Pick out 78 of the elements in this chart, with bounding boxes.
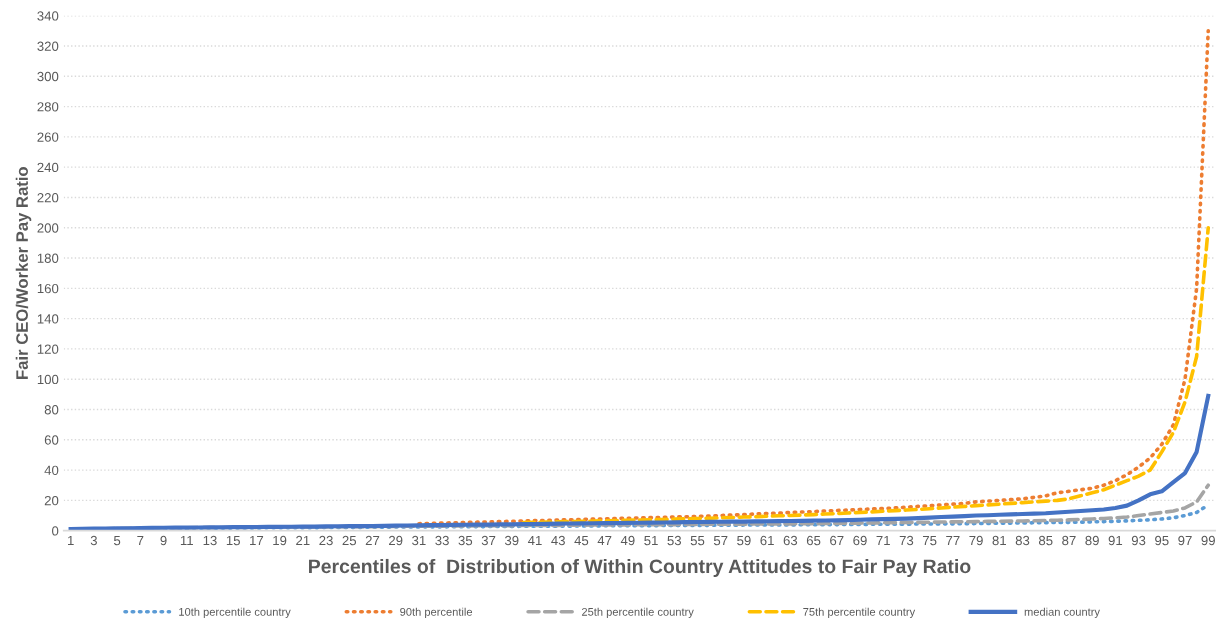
x-tick-label: 3: [90, 535, 97, 546]
x-tick-label: 29: [389, 535, 403, 546]
line-series: [521, 225, 1211, 525]
x-tick-label: 17: [250, 536, 264, 546]
x-tick-label: 71: [876, 536, 890, 546]
x-tick-label: 99: [1201, 535, 1215, 546]
x-tick-label: 21: [296, 535, 310, 546]
x-tick-label: 33: [435, 535, 449, 546]
x-tick-label: 27: [365, 535, 380, 546]
y-tick-label: 40: [44, 465, 59, 475]
x-tick-label: 43: [551, 535, 565, 546]
x-tick-label: 93: [1131, 535, 1146, 546]
y-tick-label: 80: [44, 405, 59, 415]
x-tick-label: 7: [137, 536, 144, 546]
x-tick-label: 35: [458, 535, 473, 546]
x-axis-title: Percentiles of Distribution of Within Country Attitudes to Fair Pay Ratio: [309, 558, 971, 578]
x-tick-label: 1: [68, 536, 74, 546]
x-tick-label: 69: [853, 535, 867, 546]
x-tick-label: 37: [481, 535, 496, 546]
y-tick-label: 240: [37, 162, 59, 173]
x-tick-label: 97: [1178, 535, 1192, 546]
y-tick-label: 200: [37, 223, 59, 233]
x-tick-label: 45: [574, 536, 589, 546]
legend-label: 10th percentile country: [179, 607, 291, 618]
x-tick-label: 15: [226, 536, 240, 546]
legend-label: median country: [1024, 607, 1100, 618]
x-tick-label: 51: [644, 536, 658, 546]
x-tick-label: 79: [969, 535, 983, 546]
y-tick-label: 300: [37, 71, 59, 82]
x-tick-label: 19: [273, 535, 287, 546]
y-tick-label: 140: [37, 314, 59, 324]
x-tick-label: 9: [160, 535, 167, 546]
x-tick-label: 25: [342, 535, 357, 546]
x-tick-label: 81: [992, 535, 1006, 546]
line-series: [417, 29, 1211, 526]
line-series: [68, 393, 1211, 531]
legend-label: 90th percentile: [400, 607, 473, 618]
x-tick-label: 75: [922, 536, 937, 546]
x-tick-label: 47: [597, 536, 612, 546]
y-tick-label: 320: [37, 41, 59, 51]
x-tick-label: 87: [1062, 535, 1076, 546]
x-tick-label: 11: [180, 536, 193, 546]
y-tick-label: 260: [37, 132, 59, 142]
x-tick-label: 49: [620, 535, 635, 546]
y-tick-label: 340: [37, 11, 59, 21]
x-tick-label: 31: [412, 535, 426, 546]
x-tick-label: 77: [946, 536, 960, 546]
x-tick-label: 61: [760, 535, 774, 546]
x-tick-label: 65: [806, 535, 821, 546]
x-tick-label: 91: [1108, 535, 1123, 546]
y-tick-label: 20: [44, 495, 59, 506]
x-tick-label: 63: [783, 535, 798, 546]
x-tick-label: 85: [1038, 535, 1053, 546]
legend-label: 75th percentile country: [803, 607, 916, 618]
x-tick-label: 53: [667, 535, 682, 546]
x-tick-label: 59: [737, 535, 751, 546]
x-tick-label: 95: [1155, 535, 1169, 546]
y-tick-label: 0: [52, 526, 59, 536]
y-axis-title: Fair CEO/Worker Pay Ratio: [15, 167, 32, 379]
x-tick-label: 57: [713, 536, 728, 546]
y-tick-label: 60: [44, 435, 59, 445]
x-tick-label: 83: [1015, 535, 1030, 546]
x-tick-label: 89: [1085, 535, 1099, 546]
y-tick-label: 160: [37, 283, 59, 294]
y-tick-label: 120: [37, 344, 59, 354]
x-tick-label: 13: [203, 535, 217, 546]
x-tick-label: 73: [899, 535, 914, 546]
y-tick-label: 100: [37, 374, 59, 385]
x-tick-label: 5: [113, 536, 121, 546]
x-tick-label: 67: [830, 535, 844, 546]
y-tick-label: 220: [37, 193, 59, 203]
y-tick-label: 180: [37, 253, 59, 263]
x-tick-label: 23: [319, 535, 333, 546]
x-tick-label: 55: [690, 536, 705, 546]
x-tick-label: 41: [527, 536, 542, 546]
x-tick-label: 39: [504, 535, 519, 546]
y-tick-label: 280: [37, 102, 59, 112]
legend-label: 25th percentile country: [581, 607, 694, 618]
